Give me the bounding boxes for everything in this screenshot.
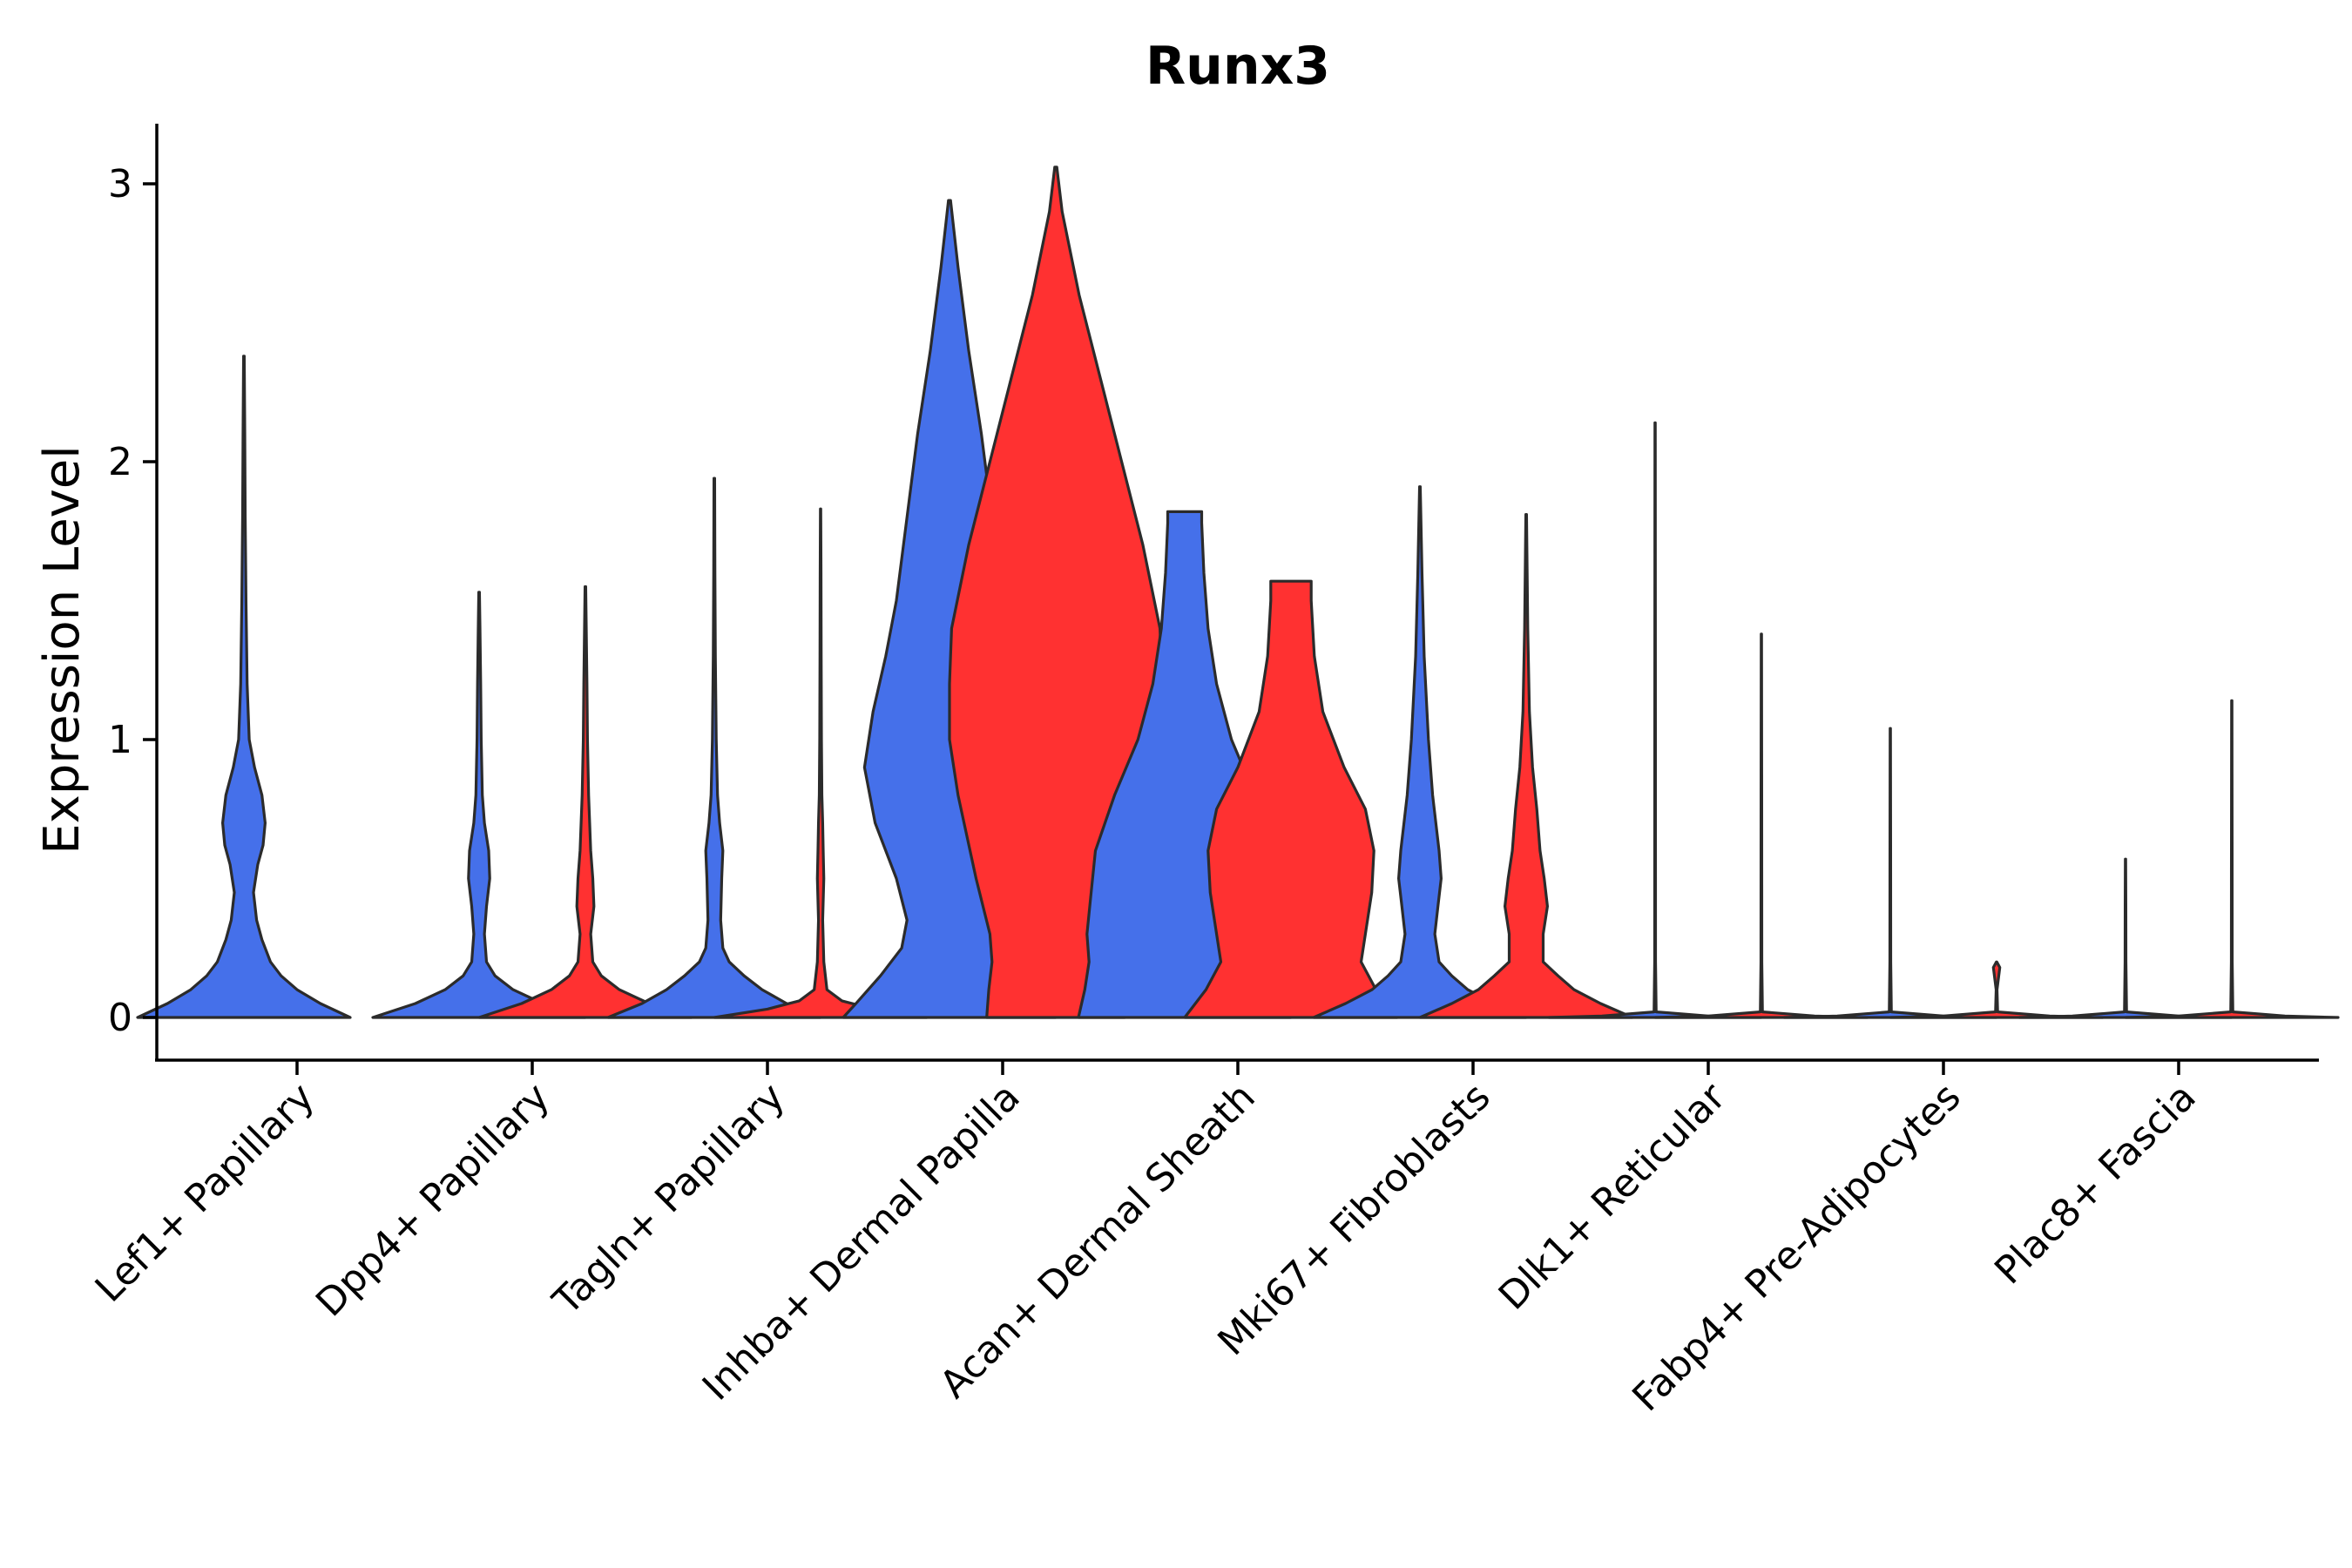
y-tick-label: 0: [108, 996, 132, 1040]
violin-blue: [136, 355, 352, 1019]
x-tick-label: Tagln+ Papillary: [544, 1075, 794, 1324]
violin-blue: [2017, 857, 2234, 1019]
y-axis-label: Expression Level: [34, 445, 91, 855]
violin-blue: [1312, 485, 1528, 1019]
y-tick-label: 1: [108, 718, 132, 762]
violin-red: [2124, 699, 2340, 1019]
violin-group: [136, 166, 2340, 1019]
y-tick-label: 3: [108, 162, 132, 206]
violin-red: [1889, 960, 2105, 1019]
x-tick-label: Mki67+ Fibroblasts: [1209, 1075, 1498, 1364]
x-tick-label: Dlk1+ Reticular: [1490, 1074, 1735, 1319]
violin-blue: [606, 476, 822, 1019]
violin-blue: [371, 591, 587, 1019]
violin-red: [1183, 579, 1399, 1019]
x-tick-label: Lef1+ Papillary: [87, 1075, 323, 1311]
violin-blue: [1547, 421, 1763, 1019]
x-tick-label: Dpp4+ Papillary: [308, 1075, 558, 1326]
y-ticks: 0 1 2 3: [108, 162, 157, 1040]
chart-title: Runx3: [1146, 36, 1330, 97]
violin-blue: [1782, 727, 1998, 1019]
violin-red: [1418, 513, 1634, 1019]
x-tick-label: Plac8+ Fascia: [1986, 1075, 2205, 1294]
violin-red: [1653, 632, 1869, 1019]
violin-red: [477, 585, 693, 1019]
violin-red: [713, 507, 929, 1019]
y-tick-label: 2: [108, 440, 132, 484]
